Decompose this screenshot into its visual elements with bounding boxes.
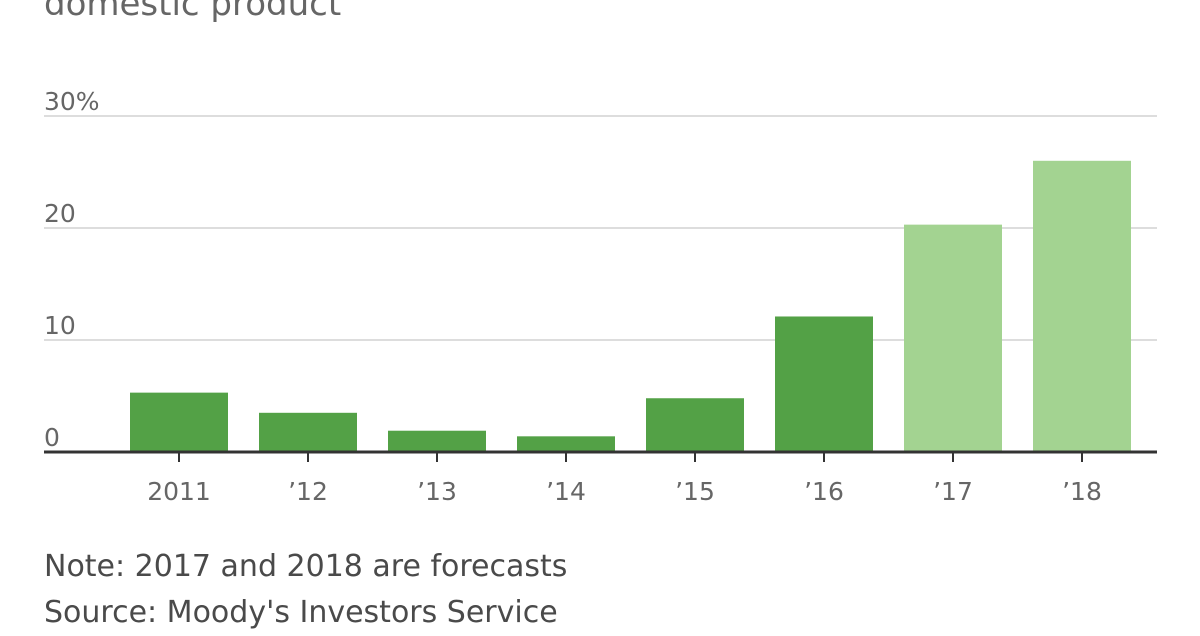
chart-title: domestic product xyxy=(44,0,342,24)
y-tick-label: 0 xyxy=(44,423,60,452)
bar xyxy=(388,430,486,452)
bar xyxy=(775,316,873,452)
x-tick-label: ’18 xyxy=(1062,477,1102,506)
bar xyxy=(517,436,615,452)
x-tick-label: ’15 xyxy=(675,477,715,506)
x-tick-label: ’14 xyxy=(546,477,586,506)
chart-source: Source: Moody's Investors Service xyxy=(44,595,558,630)
bar xyxy=(259,412,357,452)
x-tick-label: 2011 xyxy=(147,477,211,506)
bar xyxy=(646,398,744,452)
x-tick-label: ’16 xyxy=(804,477,844,506)
x-tick-label: ’17 xyxy=(933,477,973,506)
chart-footer: Note: 2017 and 2018 are forecasts Source… xyxy=(44,544,567,636)
bar xyxy=(904,224,1002,452)
x-tick-label: ’13 xyxy=(417,477,457,506)
chart-note: Note: 2017 and 2018 are forecasts xyxy=(44,549,568,584)
y-tick-label: 20 xyxy=(44,199,76,228)
bar xyxy=(1033,160,1131,453)
bar xyxy=(130,392,228,452)
bar-chart: 30% 20 10 0 2011 ’12 ’13 ’14 ’15 ’16 ’17 ’18 xyxy=(44,87,1157,506)
x-tick-label: ’12 xyxy=(288,477,328,506)
y-tick-label: 10 xyxy=(44,311,76,340)
y-tick-label: 30% xyxy=(44,87,100,116)
